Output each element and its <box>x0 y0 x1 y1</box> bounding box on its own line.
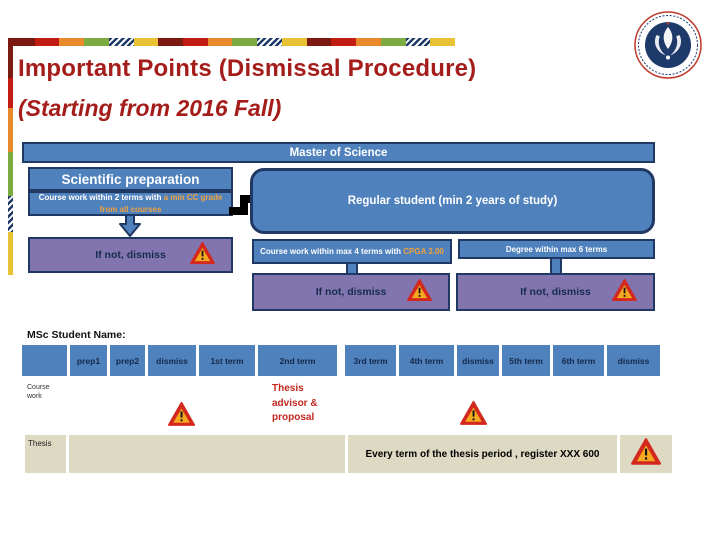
regular-coursework-highlight: CPGA 3.00 <box>403 246 444 256</box>
prep-coursework-highlight: a min CC grade from all courses <box>99 193 223 214</box>
warning-icon <box>460 401 487 431</box>
term-cell-prep2: prep2 <box>110 345 145 376</box>
coursework-dismiss-box: If not, dismiss <box>252 273 450 311</box>
warning-icon <box>612 279 637 305</box>
warning-icon <box>631 437 661 471</box>
term-cell-empty <box>22 345 67 376</box>
prep-coursework-text: Course work within 2 terms with <box>38 193 162 203</box>
thesis-advisor-label: Thesis advisor & proposal <box>272 383 318 423</box>
regular-student-box: Regular student (min 2 years of study) <box>250 168 655 234</box>
university-seal-icon <box>634 11 702 79</box>
degree-dismiss-label: If not, dismiss <box>520 286 591 298</box>
student-name-label: MSc Student Name: <box>27 329 126 341</box>
degree-box: Degree within max 6 terms <box>458 239 655 259</box>
thesis-row-bar <box>69 435 345 473</box>
course-work-row-label: Course work <box>27 384 50 401</box>
degree-dismiss-box: If not, dismiss <box>456 273 655 311</box>
university-logo <box>633 10 703 80</box>
term-cell-4th: 4th term <box>399 345 454 376</box>
msc-banner: Master of Science <box>22 142 655 163</box>
term-cell-dismiss3: dismiss <box>607 345 660 376</box>
left-color-bar <box>8 38 13 275</box>
thesis-warning-cell <box>620 435 672 473</box>
term-cell-3rd: 3rd term <box>345 345 396 376</box>
top-color-strip <box>10 38 455 46</box>
regular-coursework-text: Course work within max 4 terms with <box>260 246 402 256</box>
page-subtitle: (Starting from 2016 Fall) <box>18 95 282 121</box>
warning-icon <box>407 279 432 305</box>
prep-coursework-box: Course work within 2 terms with a min CC… <box>28 191 233 216</box>
term-cell-5th: 5th term <box>502 345 550 376</box>
prep-header-box: Scientific preparation <box>28 167 233 191</box>
warning-icon <box>168 402 195 432</box>
term-cell-dismiss1: dismiss <box>148 345 196 376</box>
term-table: prep1 prep2 dismiss 1st term 2nd term 3r… <box>22 345 660 376</box>
term-cell-dismiss2: dismiss <box>457 345 499 376</box>
down-arrow-icon <box>118 214 142 242</box>
prep-dismiss-box: If not, dismiss <box>28 237 233 273</box>
warning-icon <box>190 242 215 268</box>
term-cell-6th: 6th term <box>553 345 604 376</box>
prep-dismiss-label: If not, dismiss <box>95 249 166 261</box>
term-cell-prep1: prep1 <box>70 345 107 376</box>
thesis-row-label: Thesis <box>25 435 66 473</box>
thesis-note: Every term of the thesis period , regist… <box>348 435 617 473</box>
coursework-dismiss-label: If not, dismiss <box>315 286 387 298</box>
term-cell-2nd: 2nd term <box>258 345 337 376</box>
term-cell-1st: 1st term <box>199 345 255 376</box>
regular-coursework-box: Course work within max 4 terms with CPGA… <box>252 239 452 264</box>
page-title: Important Points (Dismissal Procedure) <box>18 55 477 82</box>
